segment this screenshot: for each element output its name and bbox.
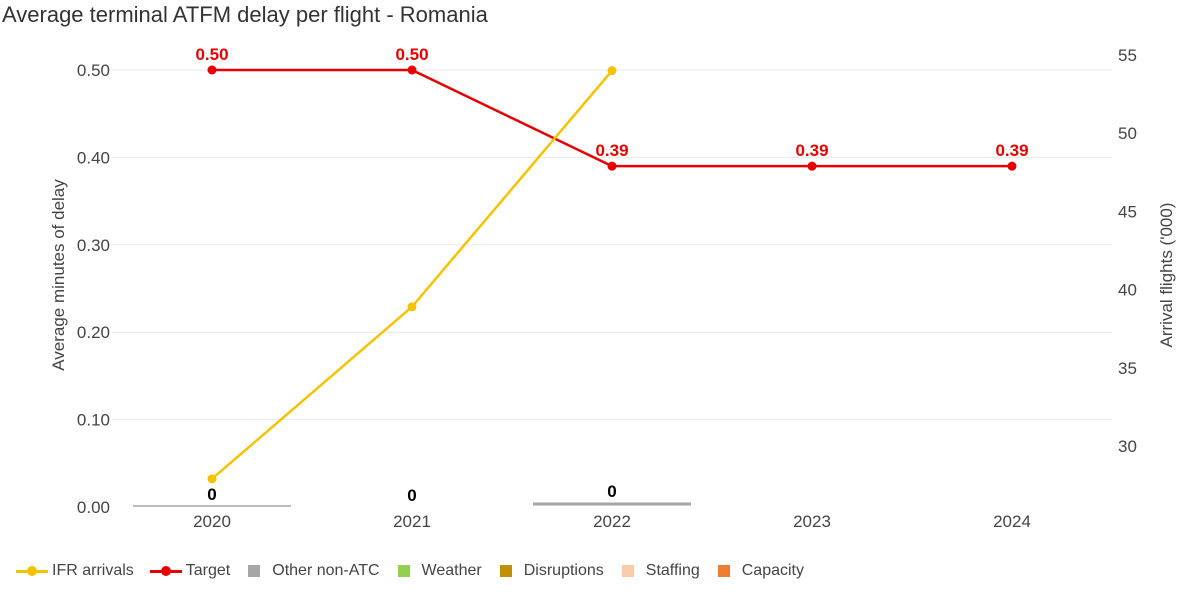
bar-total-label: 0 <box>207 485 216 504</box>
legend-label: Target <box>185 562 231 579</box>
legend-item-target[interactable]: Target <box>149 560 231 582</box>
bar-total-label: 0 <box>607 482 616 501</box>
y-right-axis-title: Arrival flights ('000) <box>1157 203 1176 348</box>
y-left-tick-label: 0.00 <box>77 498 110 517</box>
target-data-label: 0.39 <box>795 141 828 160</box>
legend-square-marker <box>248 565 261 577</box>
ifr-arrivals-line <box>211 69 613 480</box>
legend-item-weather[interactable]: Weather <box>396 562 482 580</box>
chart-legend: IFR arrivals Target Other non-ATC Weathe… <box>16 560 820 582</box>
y-right-tick-label: 45 <box>1118 202 1137 221</box>
bar-other-non-atc <box>133 505 291 507</box>
legend-label: Other non-ATC <box>272 562 380 579</box>
ifr-arrivals-point <box>607 66 617 76</box>
y-right-tick-label: 40 <box>1118 281 1137 300</box>
target-point <box>1007 161 1017 171</box>
target-point <box>207 65 217 75</box>
bar-total-label: 0 <box>407 486 416 505</box>
legend-label: IFR arrivals <box>52 562 134 579</box>
y-right-tick-label: 30 <box>1118 437 1137 456</box>
y-left-tick-label: 0.50 <box>77 61 110 80</box>
y-right-tick-label: 35 <box>1118 359 1137 378</box>
legend-square-marker <box>621 565 634 577</box>
y-right-tick-label: 50 <box>1118 124 1137 143</box>
legend-label: Disruptions <box>523 562 604 579</box>
x-tick-label: 2024 <box>993 512 1031 531</box>
legend-line-marker <box>16 560 48 582</box>
legend-item-ifr-arrivals[interactable]: IFR arrivals <box>16 560 134 582</box>
y-right-tick-label: 55 <box>1118 46 1137 65</box>
target-point <box>607 161 617 171</box>
x-tick-label: 2020 <box>193 512 231 531</box>
target-point <box>807 161 817 171</box>
legend-line-marker <box>149 560 182 582</box>
legend-square-marker <box>397 565 410 577</box>
target-data-label: 0.39 <box>995 141 1028 160</box>
x-tick-label: 2021 <box>393 512 431 531</box>
legend-label: Weather <box>421 562 482 579</box>
target-data-label: 0.39 <box>595 141 628 160</box>
ifr-arrivals-point <box>407 302 417 312</box>
legend-item-disruptions[interactable]: Disruptions <box>498 562 604 580</box>
x-tick-label: 2022 <box>593 512 631 531</box>
legend-item-staffing[interactable]: Staffing <box>620 562 700 580</box>
target-data-label: 0.50 <box>195 45 228 64</box>
x-tick-label: 2023 <box>793 512 831 531</box>
y-left-tick-label: 0.40 <box>77 148 110 167</box>
legend-item-capacity[interactable]: Capacity <box>716 562 804 580</box>
target-point <box>407 65 417 75</box>
legend-square-marker <box>717 565 730 577</box>
y-left-tick-label: 0.30 <box>77 236 110 255</box>
legend-label: Staffing <box>645 562 700 579</box>
chart-title: Average terminal ATFM delay per flight -… <box>2 2 488 27</box>
y-left-tick-label: 0.10 <box>77 411 110 430</box>
bar-other-non-atc <box>533 502 691 506</box>
ifr-arrivals-point <box>207 474 217 484</box>
y-left-tick-label: 0.20 <box>77 323 110 342</box>
y-left-axis-title: Average minutes of delay <box>49 179 68 371</box>
target-data-label: 0.50 <box>395 45 428 64</box>
legend-square-marker <box>499 565 512 577</box>
chart-plot: 0.00 0.10 0.20 0.30 0.40 0.50 30 35 40 45 50 55 2020… <box>49 45 1176 531</box>
legend-item-other-non-atc[interactable]: Other non-ATC <box>246 562 380 580</box>
legend-label: Capacity <box>741 562 804 579</box>
